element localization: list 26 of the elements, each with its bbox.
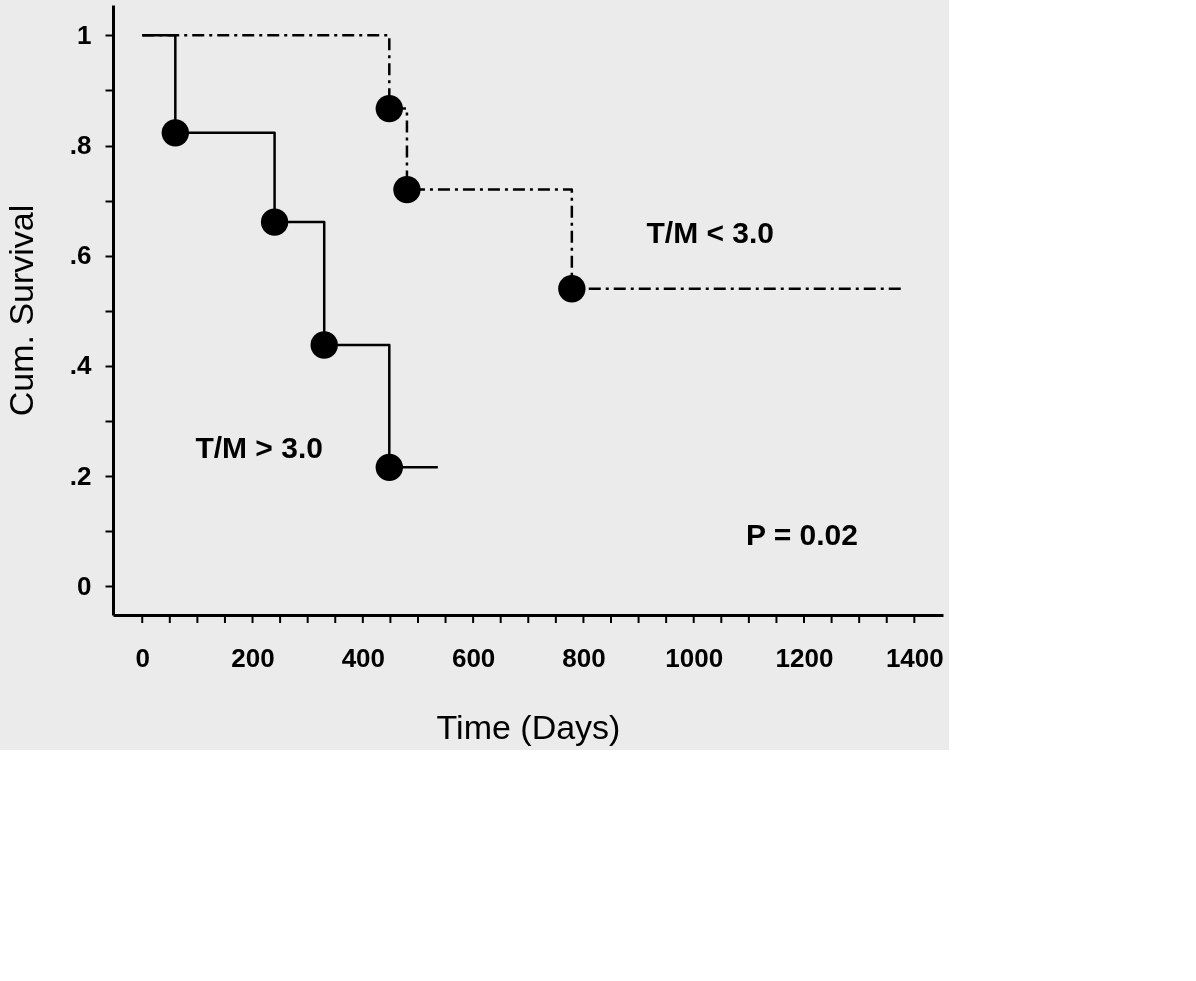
x-tick-label: 800 (562, 642, 606, 673)
point (558, 275, 586, 303)
x-tick-label: 1000 (665, 642, 724, 673)
point (260, 208, 289, 236)
point (161, 119, 190, 147)
y-axis-title: Cum. Survival (1, 204, 40, 417)
y-tick-label: .2 (69, 460, 92, 491)
x-tick-label: 1200 (775, 642, 834, 673)
x-tick-label: 400 (341, 642, 386, 673)
text: T/M > 3.0 (195, 430, 323, 464)
y-tick-label: .6 (69, 240, 92, 271)
series-label: T/M < 3.0 (646, 215, 775, 249)
point (310, 331, 338, 359)
x-tick-label: 600 (451, 642, 496, 673)
y-tick-label: 0 (77, 570, 92, 601)
x-tick-label: 0 (135, 642, 150, 673)
point (393, 175, 421, 204)
y-tick-label: 1 (77, 19, 92, 50)
annotation: P = 0.02 (745, 517, 858, 551)
x-tick-label: 1400 (885, 642, 944, 673)
point (375, 453, 403, 481)
y-tick-label: .8 (69, 130, 92, 161)
x-tick-label: 200 (231, 642, 275, 673)
y-tick-label: .4 (69, 350, 93, 381)
x-axis-title: Time (Days) (436, 707, 621, 746)
point (375, 94, 403, 123)
